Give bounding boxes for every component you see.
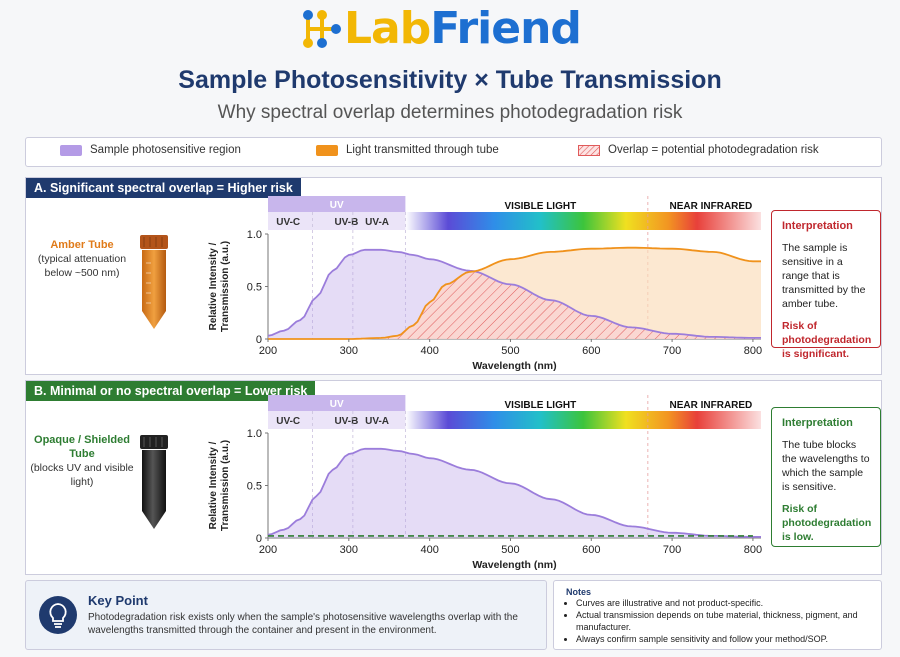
legend-item-overlap: Overlap = potential photodegradation ris… <box>578 144 819 156</box>
uvb-label: UV-B <box>334 217 358 228</box>
key-point-text: Photodegradation risk exists only when t… <box>88 612 518 636</box>
x-axis-label: Wavelength (nm) <box>472 360 556 372</box>
x-tick-label: 500 <box>501 345 519 357</box>
page-subtitle: Why spectral overlap determines photodeg… <box>217 102 683 123</box>
legend-swatch-transmitted <box>316 144 338 156</box>
panel-b-tube-name: Opaque / Shielded Tube <box>34 434 130 460</box>
panel-a-interp-title: Interpretation <box>782 220 853 232</box>
panel-b-tube-label: Opaque / Shielded Tube (blocks UV and vi… <box>30 433 134 489</box>
y-axis-label-line: Relative Intensity / <box>208 242 219 330</box>
y-tick-label: 1.0 <box>247 428 262 440</box>
key-point-title: Key Point <box>88 593 148 608</box>
y-axis-label-line: Transmission (a.u.) <box>220 440 231 531</box>
chart-legend: Sample photosensitive region Light trans… <box>25 137 882 167</box>
y-tick-label: 0.5 <box>247 282 262 294</box>
notes-title: Notes <box>566 587 592 597</box>
near-infrared-label: NEAR INFRARED <box>670 201 753 212</box>
x-axis-label: Wavelength (nm) <box>472 559 556 571</box>
y-tick-label: 0 <box>256 334 262 346</box>
chart-a: UV UV-C UV-B UV-A VISIBLE LIGHT NEAR INFRARED… <box>208 196 762 372</box>
y-axis-label-line: Relative Intensity / <box>208 441 219 529</box>
panel-a-interp-text: The sample is sensitive in a range that … <box>782 242 866 310</box>
opaque-tube-icon <box>140 435 168 529</box>
panel-a-tube-name: Amber Tube <box>50 239 114 251</box>
legend-swatch-overlap <box>578 144 600 156</box>
legend-label-overlap: Overlap = potential photodegradation ris… <box>608 144 819 156</box>
uv-label: UV <box>330 200 344 211</box>
panel-b: B. Minimal or no spectral overlap = Lowe… <box>25 380 882 575</box>
panel-a-header: A. Significant spectral overlap = Higher… <box>26 178 301 198</box>
x-tick-label: 600 <box>582 345 600 357</box>
notes-box: Notes Curves are illustrative and not pr… <box>553 580 882 650</box>
x-tick-label: 200 <box>259 544 277 556</box>
uva-label: UV-A <box>365 217 389 228</box>
x-tick-label: 400 <box>420 544 438 556</box>
uv-band <box>268 196 406 212</box>
panel-b-tube-note: (blocks UV and visible light) <box>30 462 134 488</box>
panel-a-interpretation: Interpretation The sample is sensitive i… <box>771 210 881 360</box>
panel-b-header: B. Minimal or no spectral overlap = Lowe… <box>26 381 316 401</box>
legend-swatch-sample <box>60 144 82 156</box>
y-axis-label: Relative Intensity /Transmission (a.u.) <box>208 440 231 531</box>
panel-a-risk-text: Risk of photodegradation is significant. <box>782 320 872 360</box>
near-infrared-label: NEAR INFRARED <box>670 400 753 411</box>
visible-spectrum-band <box>405 212 761 230</box>
y-axis-label: Relative Intensity /Transmission (a.u.) <box>208 241 231 332</box>
y-tick-label: 1.0 <box>247 229 262 241</box>
x-tick-label: 800 <box>744 544 762 556</box>
uvc-label: UV-C <box>276 217 300 228</box>
legend-item-sample: Sample photosensitive region <box>60 144 241 156</box>
uvb-label: UV-B <box>334 416 358 427</box>
overlap-hatch <box>268 271 761 339</box>
notes-item: Curves are illustrative and not product-… <box>576 597 876 609</box>
panel-b-interp-title: Interpretation <box>782 417 853 429</box>
panel-a: A. Significant spectral overlap = Higher… <box>25 177 882 375</box>
x-tick-label: 600 <box>582 544 600 556</box>
legend-label-sample: Sample photosensitive region <box>90 144 241 156</box>
chart-b: UV UV-C UV-B UV-A VISIBLE LIGHT NEAR INFRARED… <box>208 395 762 571</box>
uva-label: UV-A <box>365 416 389 427</box>
x-tick-label: 700 <box>663 345 681 357</box>
x-tick-label: 400 <box>420 345 438 357</box>
page-title: Sample Photosensitivity × Tube Transmiss… <box>178 66 722 94</box>
uvc-label: UV-C <box>276 416 300 427</box>
labfriend-logo: LabFriend <box>300 4 600 54</box>
uv-band <box>268 395 406 411</box>
panel-a-tube-label: Amber Tube (typical attenuation below ~5… <box>34 238 130 280</box>
logo-lab-text: Lab <box>344 3 431 54</box>
uv-sub-band <box>268 212 406 230</box>
x-tick-label: 300 <box>340 345 358 357</box>
uv-label: UV <box>330 399 344 410</box>
panel-b-interp-text: The tube blocks the wavelengths to which… <box>782 439 870 493</box>
notes-item: Always confirm sample sensitivity and fo… <box>576 633 876 645</box>
key-point-box: Key Point Photodegradation risk exists o… <box>25 580 547 650</box>
notes-list: Curves are illustrative and not product-… <box>554 597 876 645</box>
x-tick-label: 700 <box>663 544 681 556</box>
sample-curve <box>267 248 761 339</box>
legend-item-transmitted: Light transmitted through tube <box>316 144 499 156</box>
y-tick-label: 0 <box>256 533 262 545</box>
amber-tube-icon <box>140 235 168 329</box>
panel-b-risk-text: Risk of photodegradation is low. <box>782 503 872 543</box>
visible-light-label: VISIBLE LIGHT <box>505 400 577 411</box>
notes-item: Actual transmission depends on tube mate… <box>576 609 876 633</box>
x-tick-label: 200 <box>259 345 277 357</box>
tube-transmission-curve <box>268 246 761 340</box>
logo-friend-text: Friend <box>430 3 582 54</box>
lightbulb-icon <box>39 596 77 634</box>
panel-b-interpretation: Interpretation The tube blocks the wavel… <box>771 407 881 547</box>
panel-a-tube-note: (typical attenuation below ~500 nm) <box>37 253 127 279</box>
x-tick-label: 500 <box>501 544 519 556</box>
x-tick-label: 300 <box>340 544 358 556</box>
visible-spectrum-band <box>405 411 761 429</box>
legend-label-transmitted: Light transmitted through tube <box>346 144 499 156</box>
sample-curve <box>267 447 761 538</box>
sample-area <box>268 448 761 538</box>
lab-network-icon <box>303 10 341 48</box>
x-tick-label: 800 <box>744 345 762 357</box>
y-axis-label-line: Transmission (a.u.) <box>220 241 231 332</box>
visible-light-label: VISIBLE LIGHT <box>505 201 577 212</box>
uv-sub-band <box>268 411 406 429</box>
y-tick-label: 0.5 <box>247 481 262 493</box>
